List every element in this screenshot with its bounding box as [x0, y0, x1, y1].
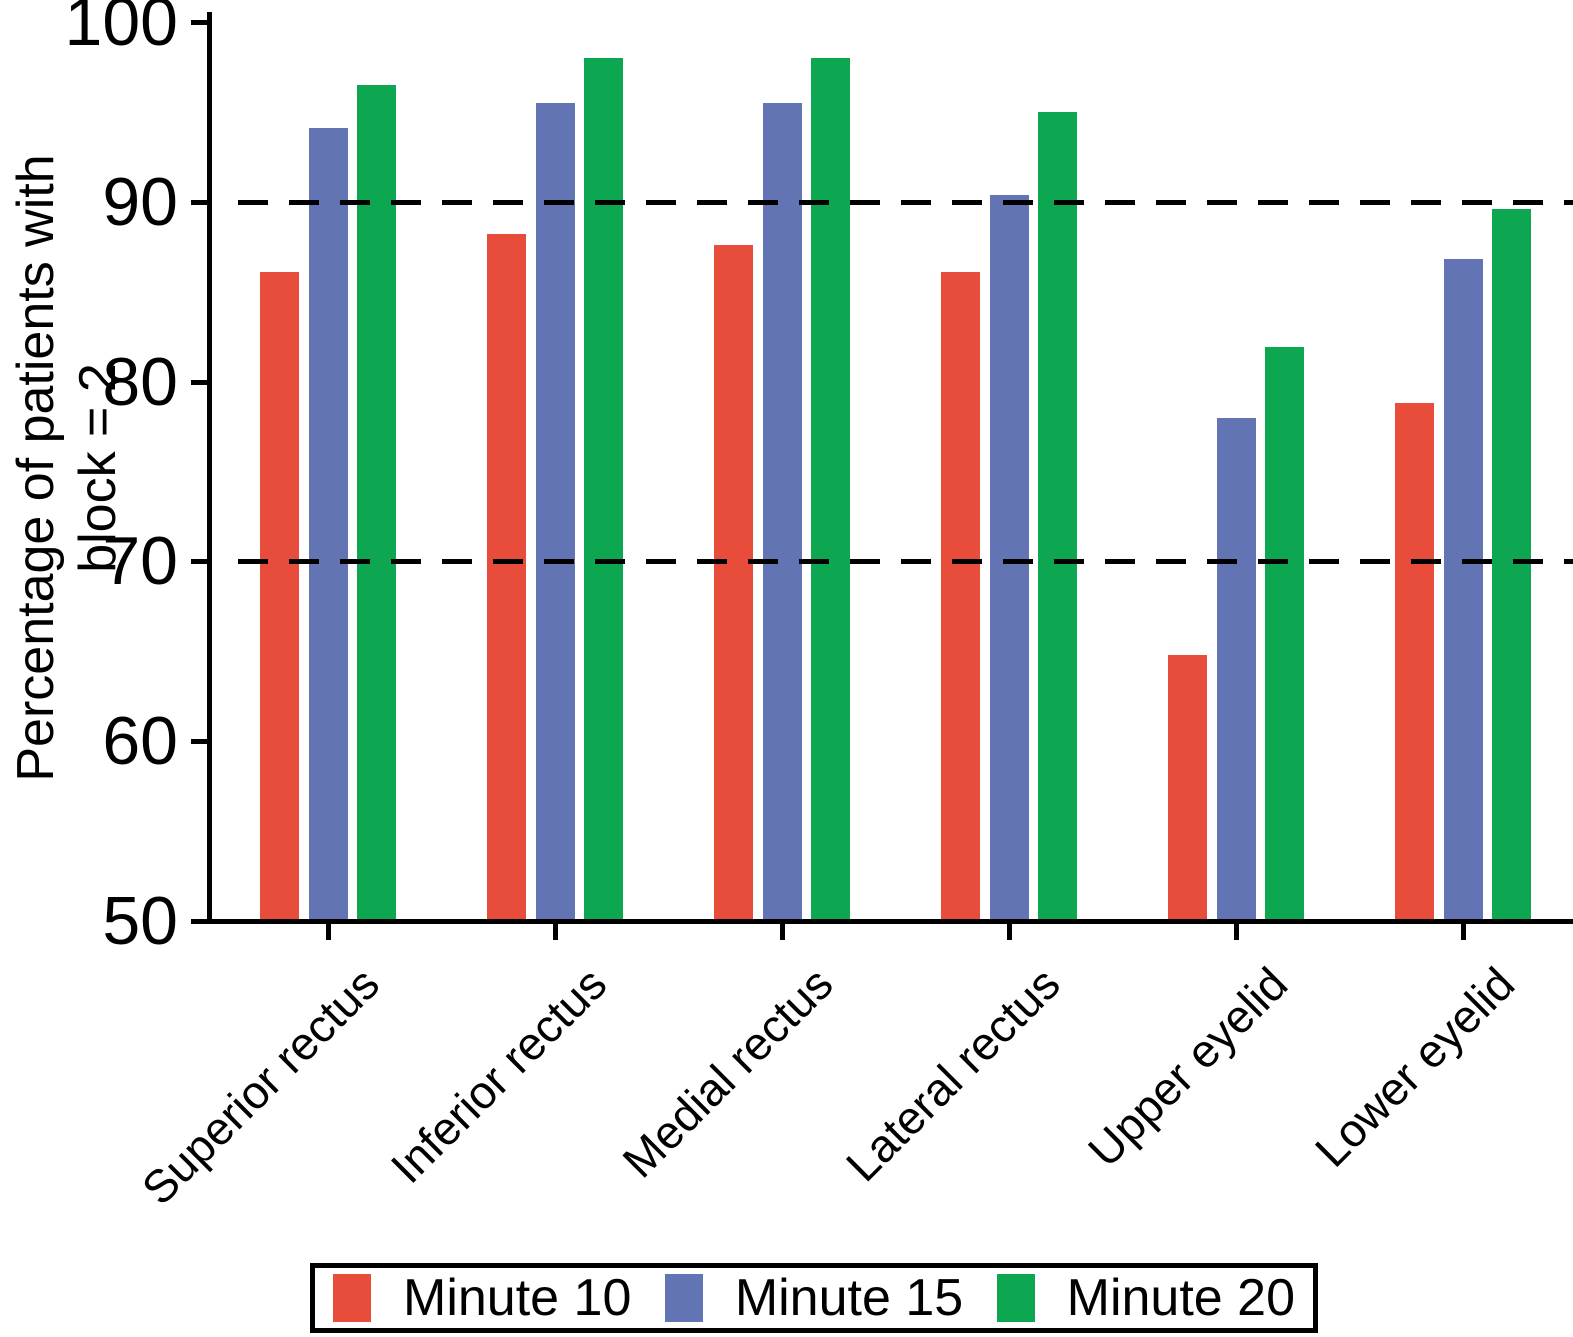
gridline-dashed-90 [238, 200, 1573, 205]
bar-minute-20-upper-eyelid [1265, 347, 1304, 923]
bar-minute-10-upper-eyelid [1168, 655, 1207, 923]
legend-label-minute-15: Minute 15 [734, 1269, 964, 1327]
bar-minute-20-lateral-rectus [1038, 112, 1077, 923]
x-tick-label-upper-eyelid: Upper eyelid [1077, 957, 1298, 1177]
x-tick-label-inferior-rectus: Inferior rectus [380, 957, 617, 1193]
legend-label-minute-10: Minute 10 [403, 1269, 632, 1327]
bar-minute-15-upper-eyelid [1217, 418, 1256, 923]
y-axis-line [207, 12, 212, 924]
y-tick-70 [191, 559, 207, 564]
legend-label-minute-20: Minute 20 [1066, 1269, 1295, 1327]
y-axis-title-line1: Percentage of patients with [7, 154, 65, 782]
bar-minute-20-inferior-rectus [584, 58, 623, 923]
legend-swatch-minute-20 [996, 1274, 1035, 1322]
legend-swatch-minute-15 [664, 1274, 703, 1322]
x-tick-label-lower-eyelid: Lower eyelid [1304, 957, 1525, 1177]
x-tick-lower-eyelid [1461, 924, 1466, 940]
y-tick-label-70: 70 [102, 523, 178, 599]
x-tick-medial-rectus [780, 924, 785, 940]
y-axis-title: Percentage of patients with block = 2 [5, 154, 129, 781]
y-tick-label-90: 90 [102, 164, 178, 240]
bar-minute-10-medial-rectus [714, 245, 753, 923]
legend-box: Minute 10 Minute 15 Minute 20 [310, 1263, 1318, 1333]
bar-minute-15-superior-rectus [309, 128, 348, 923]
x-tick-inferior-rectus [553, 924, 558, 940]
legend-item-minute-10: Minute 10 [333, 1270, 631, 1326]
y-axis-title-line2: block = 2 [69, 363, 127, 573]
bar-minute-10-inferior-rectus [487, 234, 526, 923]
x-tick-lateral-rectus [1007, 924, 1012, 940]
y-tick-60 [191, 739, 207, 744]
x-tick-label-lateral-rectus: Lateral rectus [836, 957, 1071, 1192]
x-tick-label-medial-rectus: Medial rectus [612, 957, 844, 1188]
y-tick-label-100: 100 [64, 0, 178, 60]
bar-minute-20-medial-rectus [811, 58, 850, 923]
bar-minute-10-superior-rectus [260, 272, 299, 923]
x-tick-label-superior-rectus: Superior rectus [131, 957, 390, 1215]
legend-item-minute-15: Minute 15 [664, 1269, 964, 1327]
bar-minute-20-lower-eyelid [1492, 209, 1531, 923]
legend-swatch-minute-10 [333, 1274, 371, 1322]
x-tick-upper-eyelid [1234, 924, 1239, 940]
bar-minute-20-superior-rectus [357, 85, 396, 923]
bar-minute-10-lower-eyelid [1395, 403, 1434, 923]
y-tick-50 [191, 919, 207, 924]
legend-item-minute-20: Minute 20 [996, 1269, 1295, 1327]
y-tick-80 [191, 380, 207, 385]
x-axis-line [207, 919, 1573, 924]
gridline-dashed-70 [238, 559, 1573, 564]
x-tick-superior-rectus [326, 924, 331, 940]
bar-minute-15-medial-rectus [763, 103, 802, 923]
bar-minute-15-lower-eyelid [1444, 259, 1483, 923]
y-tick-label-80: 80 [102, 344, 178, 420]
bar-minute-15-inferior-rectus [536, 103, 575, 923]
y-tick-label-50: 50 [102, 883, 178, 959]
y-tick-100 [191, 20, 207, 25]
y-tick-label-60: 60 [102, 703, 178, 779]
bar-minute-10-lateral-rectus [941, 272, 980, 923]
y-tick-90 [191, 200, 207, 205]
